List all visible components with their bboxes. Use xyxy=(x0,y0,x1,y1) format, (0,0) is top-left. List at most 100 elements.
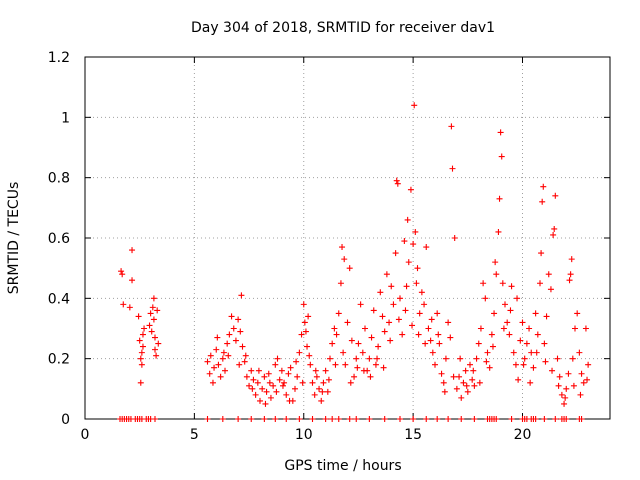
data-point xyxy=(542,358,549,365)
data-point xyxy=(554,355,561,362)
data-point xyxy=(563,416,570,422)
data-point xyxy=(219,416,226,422)
data-point xyxy=(152,416,158,422)
x-tick-label: 0 xyxy=(81,427,90,443)
data-point xyxy=(312,367,319,374)
data-point xyxy=(209,379,216,386)
data-point xyxy=(283,391,290,398)
data-point xyxy=(584,376,591,383)
data-point xyxy=(545,271,552,278)
data-point xyxy=(476,379,483,386)
data-point xyxy=(305,313,312,320)
data-point xyxy=(377,289,384,296)
data-point xyxy=(574,310,581,317)
data-point xyxy=(137,379,144,386)
data-point xyxy=(152,346,158,353)
data-point xyxy=(438,370,445,377)
data-point xyxy=(570,382,577,389)
data-point xyxy=(246,382,253,389)
data-point xyxy=(367,373,374,380)
data-point xyxy=(307,361,314,368)
grid-lines xyxy=(85,57,610,419)
data-point xyxy=(149,304,156,311)
data-point xyxy=(359,349,366,356)
data-point xyxy=(294,373,301,380)
data-point xyxy=(331,325,338,332)
x-tick-label: 20 xyxy=(514,427,532,443)
data-point xyxy=(257,397,263,404)
x-axis-label: GPS time / hours xyxy=(284,458,401,474)
data-point xyxy=(335,416,342,422)
data-point xyxy=(451,235,458,241)
data-point xyxy=(286,397,293,404)
data-point xyxy=(226,331,233,338)
data-point xyxy=(278,367,285,374)
data-point xyxy=(497,129,504,136)
data-point xyxy=(304,343,311,350)
data-point xyxy=(267,394,274,401)
data-point xyxy=(578,416,585,422)
data-point xyxy=(360,367,367,374)
data-point xyxy=(248,416,255,422)
data-point xyxy=(578,370,585,377)
data-point xyxy=(152,334,158,341)
data-point xyxy=(346,416,353,422)
data-point xyxy=(228,313,235,320)
x-tick-label: 10 xyxy=(295,427,313,443)
data-point xyxy=(387,337,394,344)
data-point xyxy=(283,416,290,422)
data-point xyxy=(285,370,292,377)
data-point xyxy=(354,364,361,371)
data-point xyxy=(405,259,412,266)
data-point xyxy=(552,416,559,422)
data-point xyxy=(582,325,589,332)
data-point xyxy=(441,388,448,395)
data-point xyxy=(265,370,272,377)
data-point xyxy=(506,331,513,338)
data-point xyxy=(483,358,490,365)
data-point xyxy=(397,416,403,422)
data-point xyxy=(299,379,306,386)
chart-title: Day 304 of 2018, SRMTID for receiver dav… xyxy=(191,20,495,36)
data-point xyxy=(528,349,535,356)
data-point xyxy=(475,340,482,347)
data-point xyxy=(486,364,493,371)
data-point xyxy=(502,301,508,308)
data-point xyxy=(249,385,256,392)
data-point xyxy=(274,355,281,362)
data-point xyxy=(521,355,528,362)
data-point xyxy=(217,373,224,380)
data-point xyxy=(306,352,313,359)
data-point xyxy=(243,373,250,380)
data-point xyxy=(126,304,133,311)
data-point xyxy=(368,334,375,341)
data-point xyxy=(449,165,456,172)
data-point xyxy=(296,416,303,422)
data-point xyxy=(569,355,576,362)
data-point xyxy=(362,325,368,332)
data-point xyxy=(388,283,395,290)
data-point xyxy=(347,379,354,386)
data-point xyxy=(311,391,318,398)
data-point xyxy=(464,388,471,395)
data-point xyxy=(515,376,522,383)
data-point xyxy=(266,379,273,386)
data-point xyxy=(491,310,498,317)
data-point xyxy=(348,337,355,344)
data-point xyxy=(211,364,218,371)
data-point xyxy=(270,382,277,389)
data-point xyxy=(541,416,548,422)
data-point xyxy=(467,361,473,368)
data-point xyxy=(489,343,496,350)
data-point xyxy=(519,319,526,326)
data-point xyxy=(322,416,329,422)
data-point xyxy=(471,382,478,389)
data-point xyxy=(567,271,574,278)
data-point xyxy=(450,373,457,380)
data-point xyxy=(434,310,441,317)
data-point xyxy=(332,361,339,368)
data-point xyxy=(425,325,432,332)
data-point xyxy=(463,382,470,389)
data-point xyxy=(148,328,155,335)
data-point xyxy=(237,328,244,335)
